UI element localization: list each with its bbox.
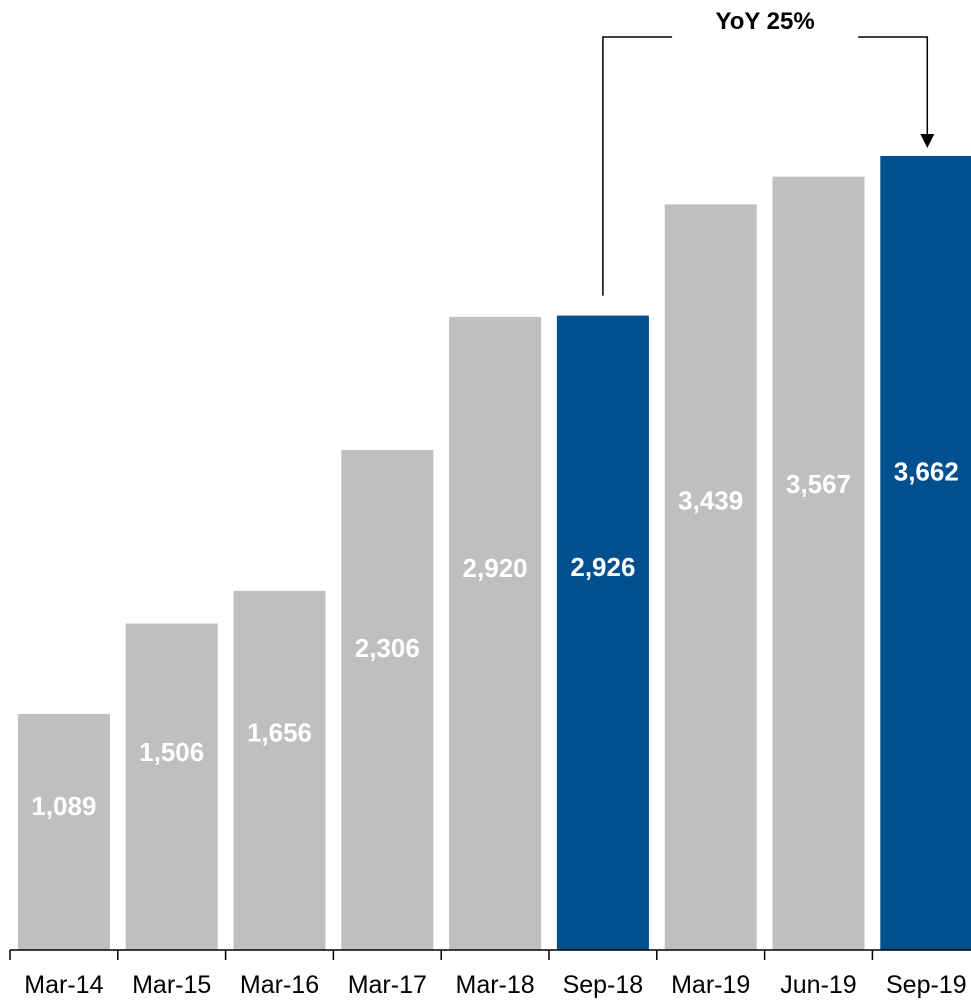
bar-jun-19 [772,176,865,951]
bar-sep-18 [556,315,649,951]
x-tick-label-sep-18: Sep-18 [563,971,644,999]
bar-value-label-mar-14: 1,089 [31,791,96,821]
annotation-arrowhead [920,134,935,148]
bar-mar-14 [17,713,110,950]
bar-mar-16 [233,590,326,950]
x-tick-label-mar-17: Mar-17 [348,971,427,999]
bar-value-label-jun-19: 3,567 [786,469,851,499]
yoy-growth-label: YoY 25% [716,8,815,35]
bar-mar-18 [449,316,542,950]
bar-value-label-mar-16: 1,656 [247,717,312,747]
bar-mar-17 [341,450,434,950]
x-tick-label-mar-15: Mar-15 [132,971,211,999]
yoy-annotation: YoY 25% [602,8,935,296]
bar-value-label-sep-18: 2,926 [570,552,635,582]
bar-mar-15 [125,623,218,950]
bar-value-label-sep-19: 3,662 [894,456,959,486]
annotation-bracket-left [602,36,673,296]
bars [17,156,971,951]
x-tick-label-jun-19: Jun-19 [780,971,856,999]
bar-value-labels: 1,089 1,506 1,656 2,306 2,920 2,926 3,439 3,567… [31,456,958,821]
x-tick-label-mar-14: Mar-14 [24,971,103,999]
x-tick-label-mar-19: Mar-19 [671,971,750,999]
bar-value-label-mar-19: 3,439 [678,485,743,515]
bar-value-label-mar-17: 2,306 [355,633,420,663]
bar-value-label-mar-15: 1,506 [139,737,204,767]
x-tick-label-mar-16: Mar-16 [240,971,319,999]
bar-value-label-mar-18: 2,920 [463,553,528,583]
bar-mar-19 [664,204,757,950]
x-tick-label-mar-18: Mar-18 [456,971,535,999]
bar-sep-19 [880,156,971,950]
x-axis: Mar-14 Mar-15 Mar-16 Mar-17 Mar-18 Sep-18 Mar-… [9,949,971,999]
annotation-bracket-right [858,36,929,136]
x-tick-label-sep-19: Sep-19 [886,971,967,999]
